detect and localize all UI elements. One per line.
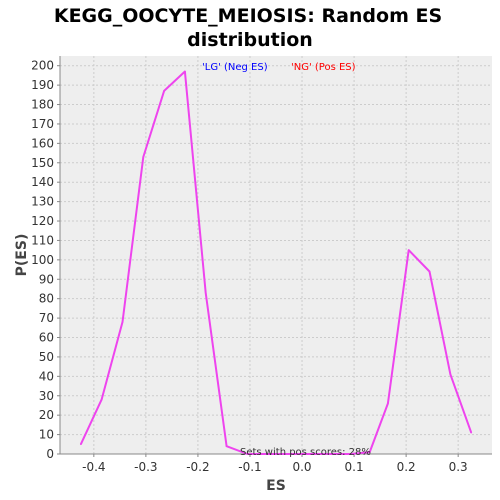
y-tick-label: 40 xyxy=(39,369,54,383)
data-point xyxy=(225,445,228,448)
y-tick-label: 90 xyxy=(39,272,54,286)
data-point xyxy=(288,453,290,455)
y-tick-label: 10 xyxy=(39,428,54,442)
y-axis-title: P(ES) xyxy=(14,234,30,277)
data-point xyxy=(184,70,186,73)
y-tick-label: 30 xyxy=(39,389,54,403)
es-distribution-line xyxy=(79,70,473,455)
y-tick-label: 190 xyxy=(31,78,54,92)
y-tick-label: 20 xyxy=(39,408,54,422)
x-tick-label: 0.2 xyxy=(397,460,416,474)
y-tick-label: 0 xyxy=(46,447,54,461)
pos-scores-annotation: Sets with pos scores: 28% xyxy=(240,447,371,458)
data-point xyxy=(163,90,165,92)
data-point xyxy=(428,270,431,273)
x-tick-label: -0.4 xyxy=(82,460,105,474)
y-tick-label: 150 xyxy=(31,156,54,170)
x-tick-label: 0.3 xyxy=(449,460,468,474)
y-tick-label: 200 xyxy=(31,59,54,73)
x-tick-label: 0.1 xyxy=(345,460,364,474)
data-point xyxy=(246,453,249,455)
series-layer xyxy=(79,70,473,455)
x-axis-title: ES xyxy=(266,478,286,494)
y-tick-label: 120 xyxy=(31,214,54,228)
data-point xyxy=(470,431,472,434)
data-point xyxy=(368,451,371,453)
y-tick-label: 180 xyxy=(31,98,54,112)
data-point xyxy=(267,453,269,455)
y-tick-label: 160 xyxy=(31,136,54,150)
y-tick-label: 110 xyxy=(31,233,54,247)
data-point xyxy=(387,402,389,405)
y-tick-label: 100 xyxy=(31,253,54,267)
y-tick-label: 60 xyxy=(39,331,54,345)
y-tick-label: 50 xyxy=(39,350,54,364)
x-tick-label: -0.2 xyxy=(186,460,209,474)
grid-layer xyxy=(60,56,492,454)
data-point xyxy=(309,453,311,455)
x-tick-label: -0.3 xyxy=(134,460,157,474)
data-point xyxy=(142,156,145,158)
y-tick-label: 140 xyxy=(31,175,54,189)
data-point xyxy=(204,292,207,294)
legend-entry-pos-es: 'NG' (Pos ES) xyxy=(291,62,356,73)
data-point xyxy=(100,398,103,401)
x-tick-label: 0.0 xyxy=(292,460,311,474)
y-tick-label: 130 xyxy=(31,195,54,209)
plot-area xyxy=(60,56,492,454)
data-point xyxy=(80,443,82,446)
data-point xyxy=(121,321,124,323)
chart-title-line-2: distribution xyxy=(187,29,313,51)
data-point xyxy=(449,373,452,376)
data-point xyxy=(350,453,353,455)
chart-title-line-1: KEGG_OOCYTE_MEIOSIS: Random ES xyxy=(54,5,442,27)
x-tick-label: -0.1 xyxy=(238,460,261,474)
legend-entry-neg-es: 'LG' (Neg ES) xyxy=(202,62,268,73)
y-tick-label: 80 xyxy=(39,292,54,306)
data-point xyxy=(329,453,332,455)
y-tick-label: 170 xyxy=(31,117,54,131)
data-point xyxy=(407,249,410,251)
y-tick-label: 70 xyxy=(39,311,54,325)
